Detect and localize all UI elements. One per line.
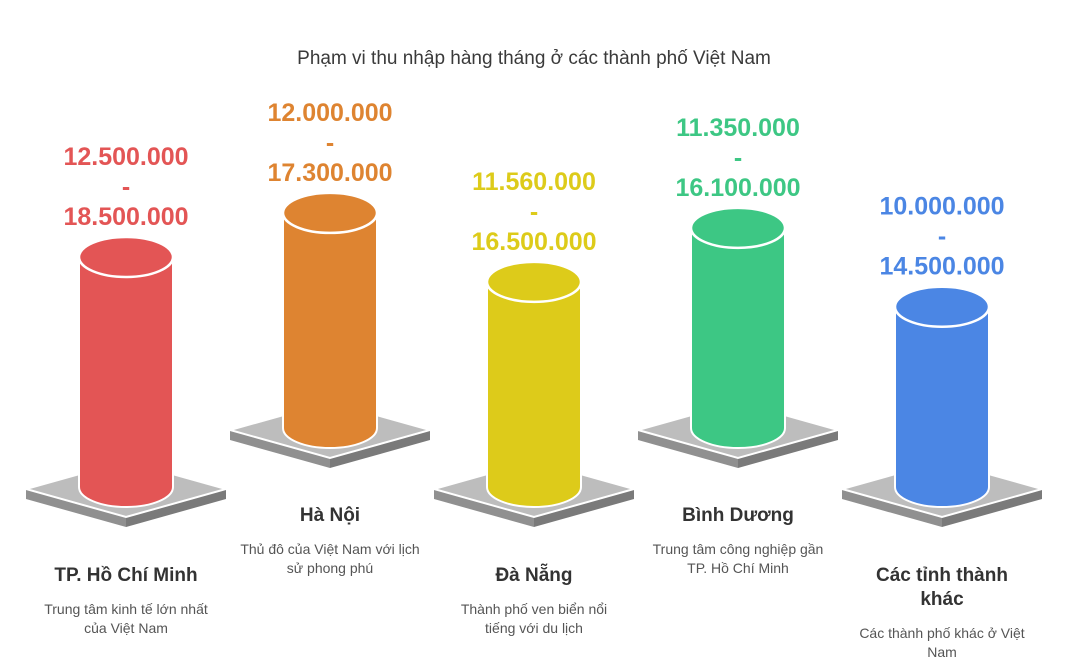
min-value-label: 10.000.000 (879, 193, 1004, 221)
range-separator: - (734, 144, 742, 172)
max-value-label: 17.300.000 (267, 159, 392, 187)
range-separator: - (530, 198, 538, 226)
max-value-label: 16.100.000 (675, 174, 800, 202)
category-name: Các tỉnh thành khác (876, 565, 1008, 610)
category-description: Trung tâm công nghiệp gần TP. Hồ Chí Min… (652, 541, 824, 576)
chart-title: Phạm vi thu nhập hàng tháng ở các thành … (297, 48, 771, 69)
bar-cylinder (281, 191, 379, 449)
min-value-label: 11.560.000 (472, 168, 596, 196)
category-description: Thủ đô của Việt Nam với lịch sử phong ph… (240, 541, 420, 576)
bar-5: 10.000.000-14.500.000 (838, 193, 1046, 527)
bar-cylinder (893, 285, 991, 508)
range-separator: - (938, 223, 946, 251)
max-value-label: 14.500.000 (879, 253, 1004, 281)
bar-4: 11.350.000-16.100.000 (634, 114, 842, 468)
bar-1: 12.500.000-18.500.000 (22, 143, 230, 527)
category-description: Thành phố ven biển nổi tiếng với du lịch (460, 601, 608, 636)
range-separator: - (122, 173, 130, 201)
pedestal (838, 459, 1046, 527)
min-value-label: 12.000.000 (267, 99, 392, 127)
bar-2: 12.000.000-17.300.000 (226, 99, 434, 468)
bar-cylinder (689, 206, 787, 449)
bar-3: 11.560.000-16.500.000 (430, 168, 638, 527)
category-name: Bình Dương (682, 505, 794, 526)
category-description: Các thành phố khác ở Việt Nam (859, 625, 1025, 660)
max-value-label: 16.500.000 (471, 228, 596, 256)
range-separator: - (326, 129, 334, 157)
min-value-label: 12.500.000 (63, 143, 188, 171)
min-value-label: 11.350.000 (676, 114, 800, 142)
category-name: Hà Nội (299, 505, 361, 526)
max-value-label: 18.500.000 (63, 203, 188, 231)
bar-cylinder (77, 235, 175, 508)
category-name: Đà Nẵng (495, 565, 573, 586)
category-name: TP. Hồ Chí Minh (54, 565, 198, 586)
category-description: Trung tâm kinh tế lớn nhất của Việt Nam (44, 601, 208, 636)
bar-cylinder (485, 260, 583, 508)
